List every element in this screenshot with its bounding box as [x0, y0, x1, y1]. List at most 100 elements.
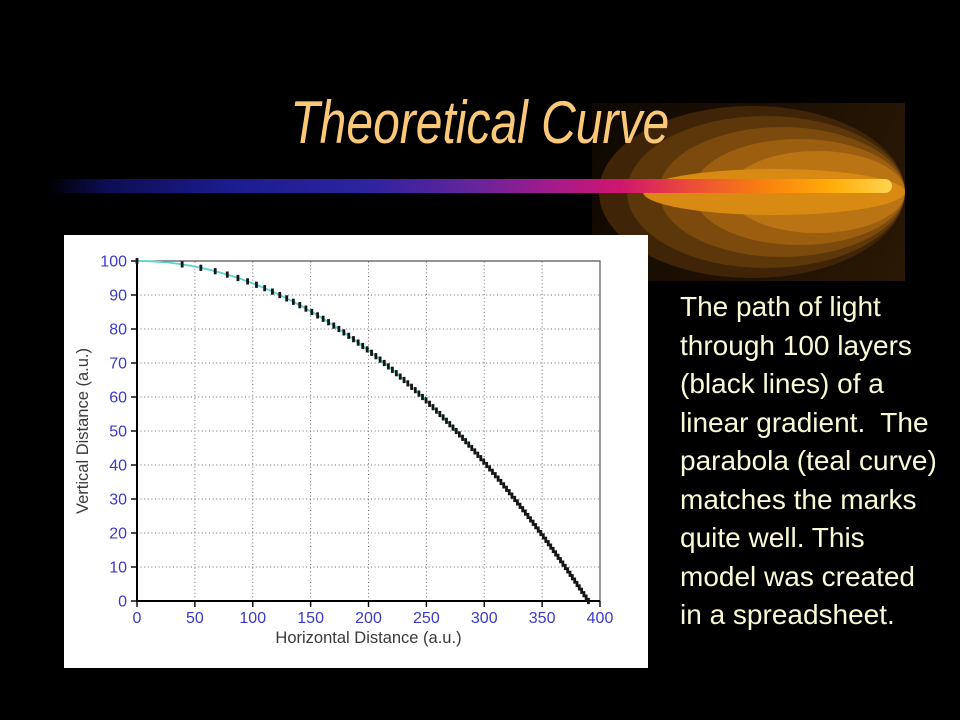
layer-mark: [584, 594, 588, 601]
layer-mark: [225, 271, 229, 278]
layer-mark: [386, 363, 390, 370]
layer-mark: [428, 400, 431, 407]
layer-mark: [199, 264, 203, 271]
layer-mark: [180, 261, 184, 268]
layer-mark: [298, 302, 302, 309]
x-tick-label: 100: [239, 610, 266, 627]
layer-mark: [476, 451, 480, 458]
layer-mark: [488, 465, 491, 472]
caption-line: (black lines) of a: [680, 368, 884, 399]
layer-mark: [332, 322, 336, 329]
layer-mark: [441, 414, 445, 421]
layer-mark: [310, 308, 314, 316]
layer-mark: [580, 587, 584, 594]
layer-mark: [575, 580, 579, 588]
layer-mark: [515, 499, 519, 506]
layer-mark: [445, 417, 448, 424]
decorative-gradient-bar: [46, 179, 892, 193]
layer-mark: [505, 485, 508, 492]
layer-mark: [551, 546, 555, 554]
layer-mark: [410, 383, 413, 390]
caption-line: matches the marks: [680, 483, 917, 515]
caption-line: quite well. This: [680, 522, 865, 553]
chart-background: [64, 235, 648, 668]
layer-mark: [347, 332, 351, 339]
layer-mark: [499, 478, 503, 486]
layer-mark: [491, 468, 494, 475]
y-tick-label: 10: [109, 560, 127, 577]
layer-mark: [485, 461, 489, 469]
x-tick-label: 350: [529, 610, 556, 627]
layer-mark: [398, 373, 402, 380]
y-tick-label: 90: [109, 288, 127, 305]
layer-mark: [470, 444, 474, 452]
layer-mark: [342, 329, 346, 336]
y-tick-label: 20: [109, 526, 127, 543]
caption-line: model was created: [680, 560, 916, 592]
y-tick-label: 40: [109, 458, 127, 475]
layer-mark: [559, 557, 562, 564]
layer-mark: [421, 393, 424, 401]
layer-mark: [451, 424, 455, 431]
layer-mark: [457, 431, 461, 438]
layer-mark: [496, 475, 500, 482]
layer-mark: [502, 482, 506, 489]
layer-mark: [278, 291, 282, 299]
layer-mark: [523, 509, 527, 516]
x-tick-label: 150: [297, 610, 324, 627]
layer-mark: [382, 359, 386, 367]
y-tick-label: 80: [109, 322, 127, 339]
y-axis-title: Vertical Distance (a.u.): [74, 348, 92, 514]
layer-mark: [546, 540, 550, 547]
layer-mark: [413, 387, 417, 394]
layer-mark: [431, 404, 435, 411]
layer-mark: [424, 397, 428, 404]
y-tick-label: 30: [109, 492, 127, 509]
layer-mark: [479, 455, 483, 462]
layer-mark: [352, 336, 355, 343]
layer-mark: [582, 591, 586, 598]
layer-mark: [510, 492, 514, 499]
layer-mark: [563, 563, 567, 571]
layer-mark: [534, 523, 538, 530]
chart: 0 50 100 150 200 250 300 350 400 0 10 20 30 40 50 60 70 8…: [64, 235, 648, 668]
layer-mark: [236, 274, 240, 282]
layer-mark: [263, 285, 267, 292]
x-tick-label: 300: [471, 610, 498, 627]
layer-mark: [577, 584, 581, 591]
layer-mark: [467, 441, 471, 448]
slide-title-text: Theoretical Curve: [290, 89, 670, 156]
layer-mark: [531, 519, 535, 526]
x-axis-title: Horizontal Distance (a.u.): [275, 629, 461, 647]
layer-mark: [435, 407, 438, 414]
layer-mark: [529, 516, 532, 523]
layer-mark: [454, 427, 458, 435]
caption-line: linear gradient. The: [680, 406, 929, 438]
caption-line: in a spreadsheet.: [680, 599, 895, 630]
x-tick-label: 50: [186, 610, 204, 627]
y-tick-label: 70: [109, 356, 127, 373]
layer-mark: [291, 298, 295, 305]
layer-mark: [316, 312, 319, 319]
layer-mark: [566, 567, 570, 574]
x-tick-label: 250: [413, 610, 440, 627]
layer-mark: [417, 390, 421, 397]
layer-mark: [406, 380, 410, 387]
y-tick-label: 0: [118, 594, 127, 611]
layer-mark: [544, 536, 548, 543]
layer-mark: [327, 319, 330, 326]
layer-mark: [568, 570, 572, 577]
layer-mark: [361, 342, 365, 350]
x-tick-label: 200: [355, 610, 382, 627]
caption-text-block: The path of light through 100 layers (bl…: [680, 288, 937, 635]
layer-mark: [482, 458, 486, 465]
x-tick-label: 0: [133, 610, 142, 627]
layer-mark: [464, 438, 468, 445]
layer-mark: [461, 434, 464, 441]
layer-mark: [337, 325, 341, 333]
caption-line: through 100 layers: [680, 329, 912, 361]
layer-mark: [394, 370, 398, 377]
layer-mark: [541, 533, 545, 540]
layer-mark: [378, 356, 382, 363]
